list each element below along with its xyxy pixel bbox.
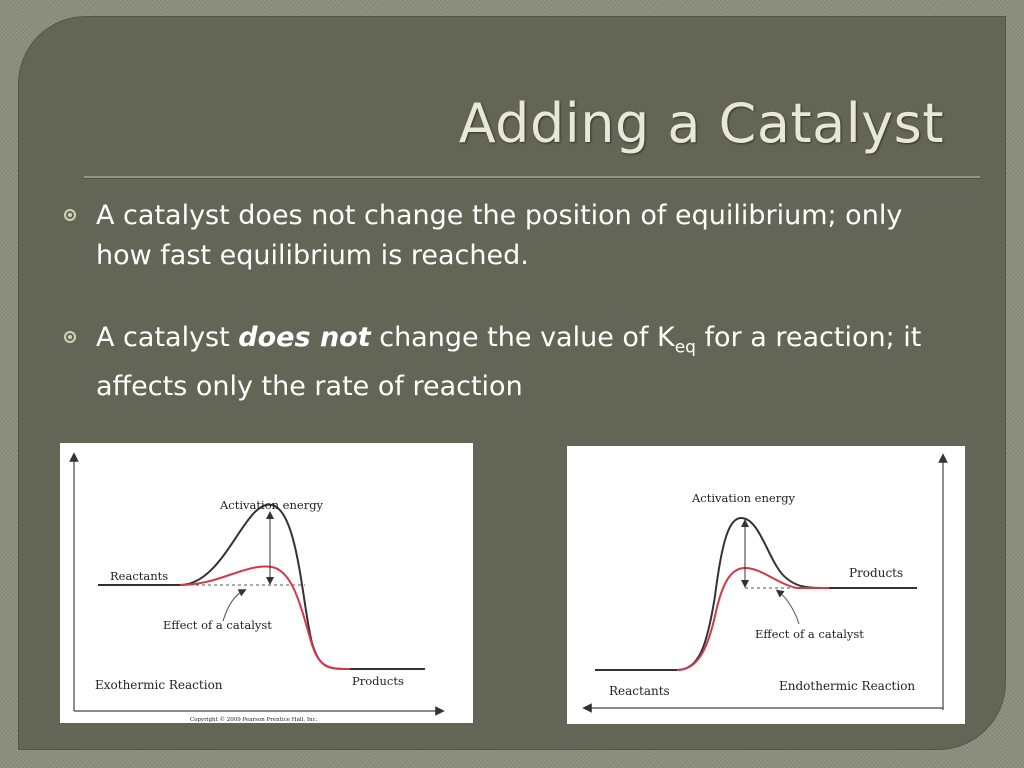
bullet-middle: change the value of K <box>370 322 675 353</box>
catalyzed-curve <box>179 565 351 670</box>
reaction-type-label: Endothermic Reaction <box>779 679 915 693</box>
bullet-list: A catalyst does not change the position … <box>62 196 962 449</box>
uncatalyzed-curve <box>595 516 917 671</box>
copyright-label: Copyright © 2009 Pearson Prentice Hall, … <box>190 716 318 723</box>
catalyst-label: Effect of a catalyst <box>755 627 864 641</box>
products-label: Products <box>352 674 404 688</box>
uncatalyzed-curve <box>98 503 425 670</box>
bullet-text: A catalyst does not change the position … <box>96 200 903 271</box>
bullet-icon <box>64 209 76 221</box>
catalyst-pointer <box>775 589 800 625</box>
reaction-type-label: Exothermic Reaction <box>95 678 223 692</box>
catalyst-label: Effect of a catalyst <box>163 618 272 632</box>
bullet-suffix: for a reaction; it affects only the rate… <box>96 322 922 403</box>
exothermic-svg: Activation energy Reactants Effect of a … <box>69 452 445 723</box>
activation-energy-label: Activation energy <box>691 491 796 505</box>
slide-title: Adding a Catalyst <box>458 92 944 155</box>
keq-subscript: eq <box>674 337 696 358</box>
bullet-prefix: A catalyst <box>96 322 239 353</box>
bullet-item-keq: A catalyst does not change the value of … <box>62 318 962 407</box>
products-label: Products <box>849 566 903 580</box>
title-divider <box>84 176 980 179</box>
bullet-item-position: A catalyst does not change the position … <box>62 196 962 276</box>
catalyst-pointer <box>222 589 247 622</box>
catalyzed-curve <box>676 566 829 671</box>
reactants-label: Reactants <box>609 684 670 698</box>
reactants-label: Reactants <box>110 569 168 583</box>
bullet-icon <box>64 331 76 343</box>
endothermic-diagram: Activation energy Products Effect of a c… <box>567 446 965 724</box>
exothermic-diagram: Activation energy Reactants Effect of a … <box>60 443 473 723</box>
activation-energy-label: Activation energy <box>219 498 324 512</box>
bullet-emphasis: does not <box>238 322 371 353</box>
endothermic-svg: Activation energy Products Effect of a c… <box>582 453 948 713</box>
